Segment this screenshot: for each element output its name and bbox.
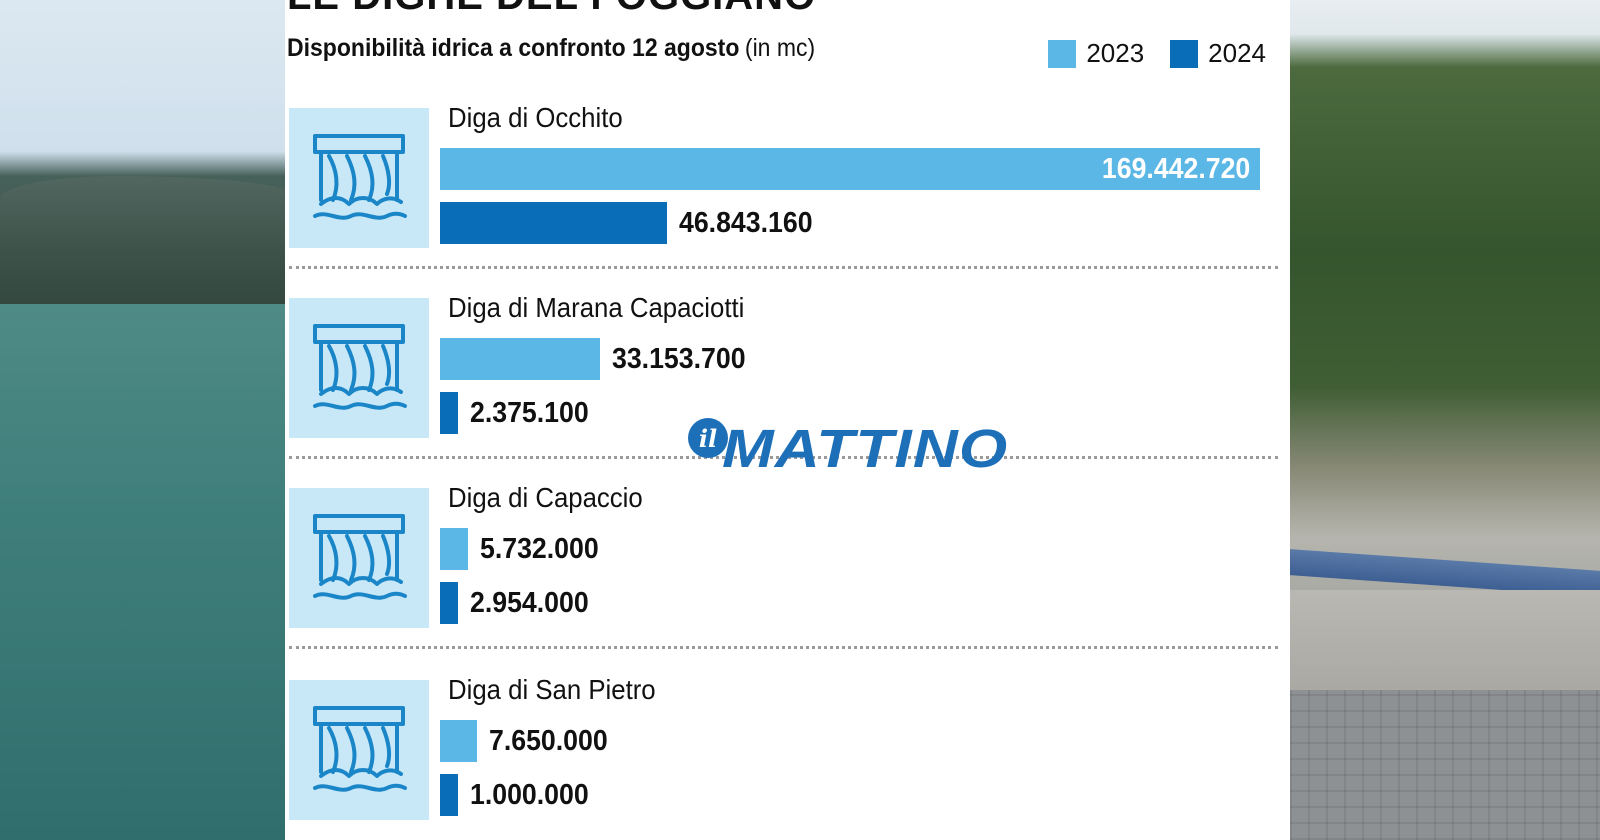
data-label-2024: 1.000.000: [470, 779, 589, 811]
bar-2024: [440, 774, 458, 816]
subtitle-unit: (in mc): [744, 34, 816, 62]
subtitle-text: Disponibilità idrica a confronto 12 agos…: [287, 34, 740, 62]
background-photo-dam: [1290, 0, 1600, 840]
category-label: Diga di Marana Capaciotti: [448, 292, 745, 323]
dam-row: Diga di Occhito 169.442.720 46.843.160: [285, 102, 1290, 300]
category-label: Diga di Occhito: [448, 102, 623, 133]
legend-label-2024: 2024: [1208, 38, 1266, 68]
dam-icon: [289, 680, 429, 820]
background-dam-wall: [1290, 590, 1600, 700]
legend-item-2024: 2024: [1170, 38, 1266, 69]
legend-label-2023: 2023: [1086, 38, 1145, 68]
bar-2023: [440, 338, 601, 380]
dam-row: Diga di Capaccio 5.732.000 2.954.000: [285, 482, 1290, 680]
data-label-2023: 7.650.000: [489, 725, 608, 757]
row-divider: [289, 646, 1278, 649]
bar-2024: [440, 202, 667, 244]
chart-title: LE DIGHE DEL FOGGIANO: [287, 0, 816, 19]
bar-2024: [440, 582, 458, 624]
data-label-2024: 46.843.160: [678, 207, 813, 239]
data-label-2024: 2.954.000: [470, 587, 589, 619]
legend-swatch-2023: [1048, 39, 1077, 68]
background-hill: [0, 176, 290, 304]
category-label: Diga di Capaccio: [448, 482, 643, 513]
category-label: Diga di San Pietro: [448, 674, 656, 705]
data-label-2024: 2.375.100: [470, 397, 589, 429]
chart-subtitle: Disponibilità idrica a confronto 12 agos…: [287, 34, 815, 63]
dam-icon: [289, 108, 429, 248]
legend-item-2023: 2023: [1048, 38, 1144, 69]
bar-2023: [440, 148, 1260, 190]
dam-icon: [289, 298, 429, 438]
data-label-2023: 33.153.700: [612, 343, 746, 375]
dam-row: Diga di San Pietro 7.650.000 1.000.000: [285, 674, 1290, 840]
infographic-panel: LE DIGHE DEL FOGGIANO Disponibilità idri…: [285, 0, 1290, 840]
bar-2023: [440, 720, 478, 762]
bar-2024: [440, 392, 458, 434]
data-label-2023: 169.442.720: [1101, 153, 1250, 185]
row-divider: [289, 266, 1278, 269]
row-divider: [289, 456, 1278, 459]
legend-swatch-2024: [1170, 39, 1199, 68]
bar-2023: [440, 528, 468, 570]
background-stone-slope: [1290, 690, 1600, 840]
data-label-2023: 5.732.000: [479, 533, 599, 565]
dam-row: Diga di Marana Capaciotti 33.153.700 2.375…: [285, 292, 1290, 490]
background-photo-lake: [0, 0, 290, 840]
legend: 2023 2024: [1048, 38, 1266, 69]
dam-icon: [289, 488, 429, 628]
